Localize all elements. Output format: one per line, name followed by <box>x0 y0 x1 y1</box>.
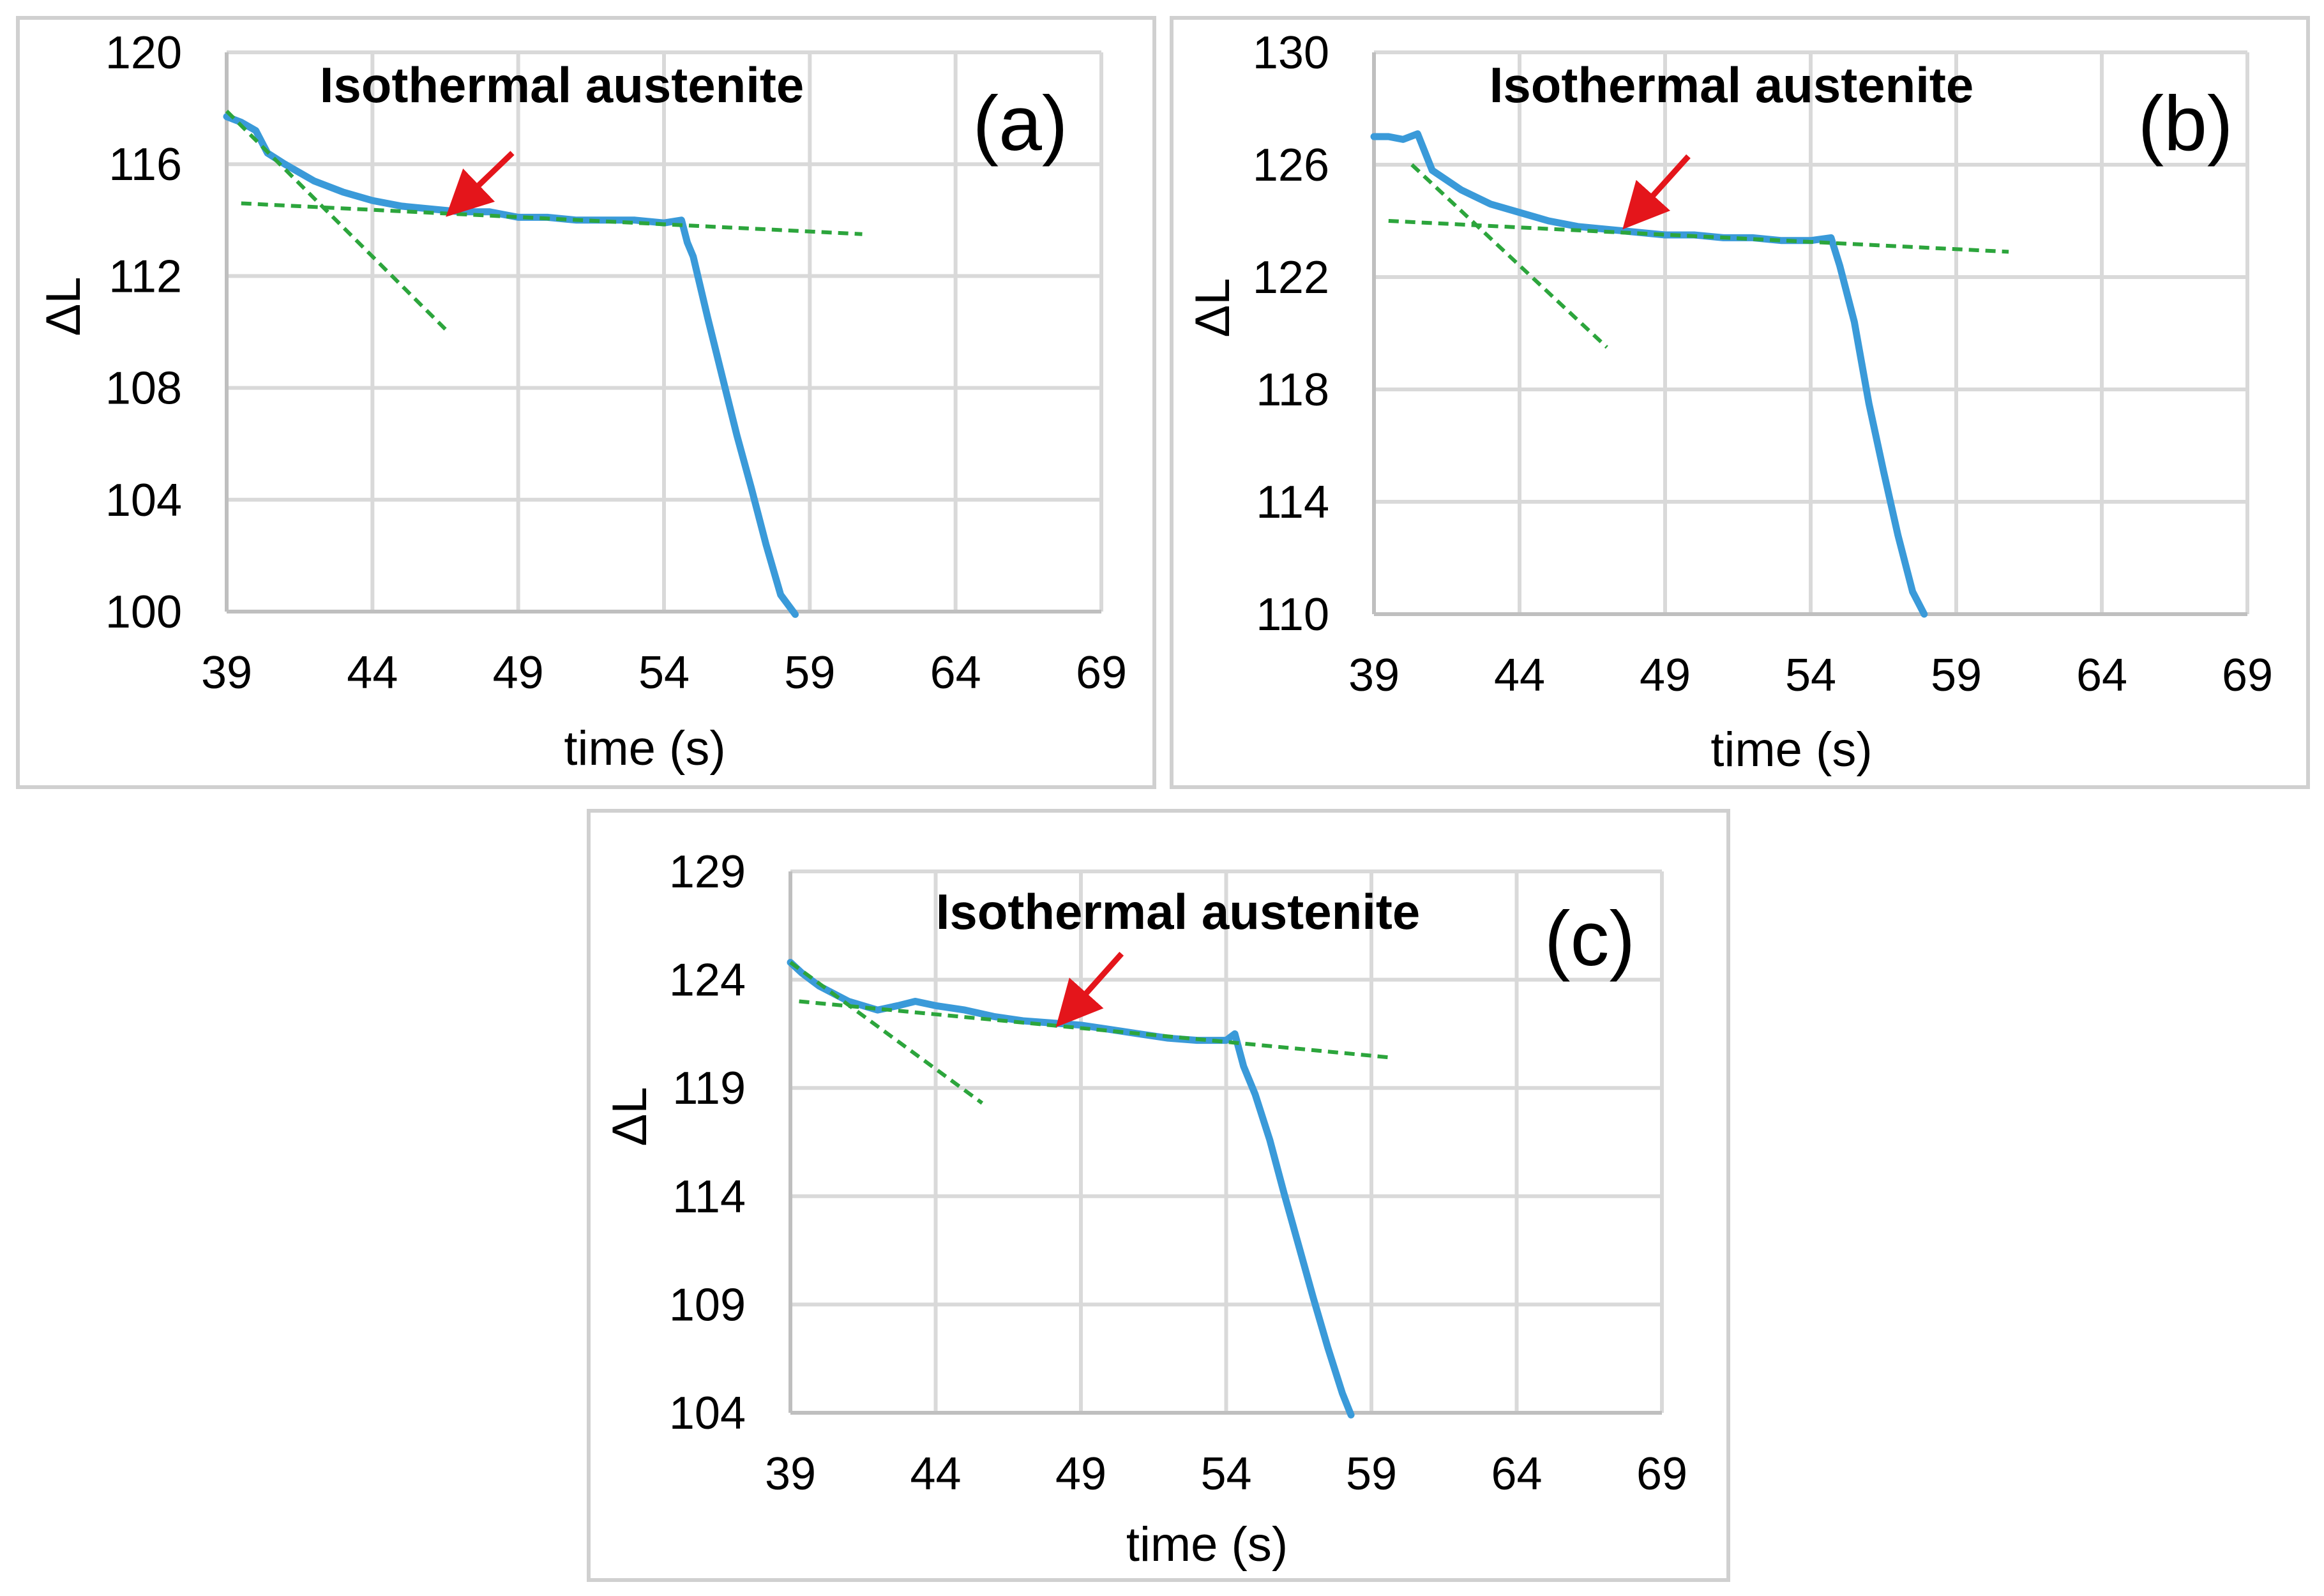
series-fit-initial <box>1410 163 1608 349</box>
annotation-arrow <box>1622 154 1691 230</box>
x-tick-label: 69 <box>1076 647 1127 698</box>
chart-panel-1: 39 44 49 54 59 64 69 100 104 108 112 116 120 Isotherm… <box>16 16 1156 789</box>
x-axis-label: time (s) <box>1710 723 1872 777</box>
y-tick-label: 124 <box>669 955 746 1006</box>
y-axis-label: ΔL <box>603 1087 657 1146</box>
series-fit-initial <box>789 961 984 1105</box>
x-tick-label: 64 <box>1491 1449 1542 1500</box>
y-tick-label: 130 <box>1253 27 1329 79</box>
y-axis-label: ΔL <box>1186 278 1240 337</box>
y-tick-label: 104 <box>105 475 182 526</box>
x-tick-label: 44 <box>1494 650 1545 701</box>
y-tick-label: 114 <box>1256 477 1329 528</box>
x-tick-label: 49 <box>1640 650 1691 701</box>
x-tick-label: 64 <box>2076 650 2127 701</box>
x-tick-label: 39 <box>765 1449 816 1500</box>
y-tick-label: 100 <box>105 587 182 638</box>
x-tick-label: 49 <box>493 647 544 698</box>
annotation-label: Isothermal austenite <box>320 57 804 113</box>
annotation-arrow <box>1055 951 1124 1028</box>
panel-label: (b) <box>2138 80 2233 167</box>
x-tick-label: 69 <box>2222 650 2273 701</box>
series-fit-plateau <box>1388 219 2009 254</box>
y-tick-label: 114 <box>672 1171 746 1223</box>
x-tick-label: 64 <box>930 647 981 698</box>
x-tick-label: 59 <box>784 647 835 698</box>
x-tick-label: 54 <box>1200 1449 1251 1500</box>
y-tick-label: 108 <box>105 363 182 414</box>
y-axis-label: ΔL <box>36 276 91 336</box>
y-tick-label: 110 <box>1256 589 1329 640</box>
y-tick-label: 109 <box>669 1279 746 1330</box>
x-tick-label: 49 <box>1055 1449 1106 1500</box>
y-tick-label: 116 <box>109 139 182 190</box>
panel-frame <box>16 16 1156 789</box>
chart-panel-3: 39 44 49 54 59 64 69 104 109 114 119 124 129 Isotherm… <box>587 809 1730 1582</box>
x-tick-label: 59 <box>1931 650 1982 701</box>
x-axis-label: time (s) <box>564 721 725 776</box>
panel-frame <box>1170 16 2310 789</box>
x-tick-label: 54 <box>638 647 690 698</box>
x-tick-label: 44 <box>910 1449 961 1500</box>
x-tick-label: 54 <box>1785 650 1836 701</box>
y-tick-label: 119 <box>672 1063 746 1114</box>
x-tick-label: 44 <box>347 647 398 698</box>
x-axis-label: time (s) <box>1126 1517 1288 1572</box>
y-tick-label: 129 <box>669 847 746 898</box>
x-tick-label: 59 <box>1346 1449 1397 1500</box>
x-tick-label: 39 <box>1348 650 1400 701</box>
y-tick-label: 112 <box>109 251 182 302</box>
series-fit-plateau <box>241 201 863 236</box>
y-tick-label: 126 <box>1253 140 1329 191</box>
annotation-arrow <box>446 151 515 217</box>
y-tick-label: 118 <box>1256 365 1329 416</box>
y-tick-label: 120 <box>105 27 182 79</box>
annotation-label: Isothermal austenite <box>936 884 1421 940</box>
x-tick-label: 69 <box>1636 1449 1687 1500</box>
y-tick-label: 104 <box>669 1388 746 1439</box>
chart-panel-2: 39 44 49 54 59 64 69 110 114 118 122 126 130 Isotherm… <box>1170 16 2310 789</box>
series-fit-initial <box>225 109 447 331</box>
y-tick-label: 122 <box>1253 252 1329 303</box>
annotation-label: Isothermal austenite <box>1490 57 1974 113</box>
x-tick-label: 39 <box>201 647 252 698</box>
panel-label: (c) <box>1544 895 1635 982</box>
panel-label: (a) <box>972 80 1068 167</box>
